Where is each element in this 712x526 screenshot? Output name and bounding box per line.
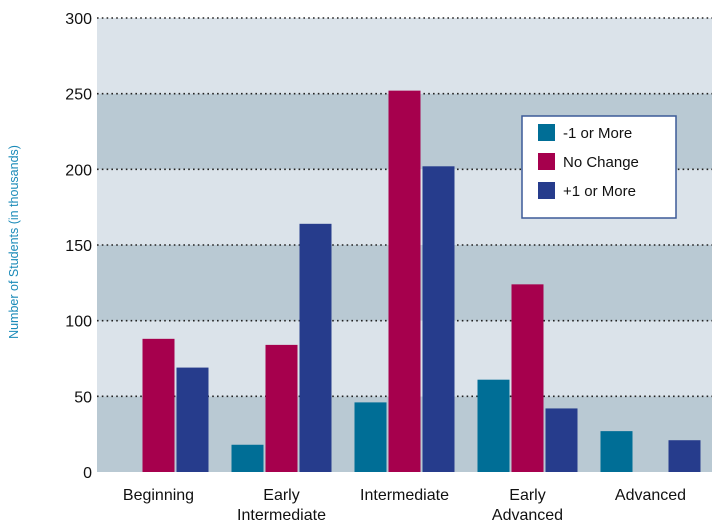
bar [545, 408, 578, 472]
legend-label: No Change [563, 154, 639, 171]
x-category-label: Advanced [615, 487, 686, 504]
bar [231, 444, 264, 472]
legend-label: +1 or More [563, 183, 636, 200]
legend: -1 or More No Change +1 or More [521, 115, 677, 219]
y-tick-label: 200 [65, 162, 92, 179]
legend-label: -1 or More [563, 125, 632, 142]
bar [422, 166, 455, 472]
x-category-label: Early Advanced [492, 487, 563, 524]
legend-swatch [538, 124, 555, 141]
x-category-label: Early Intermediate [237, 487, 326, 524]
bar [511, 284, 544, 472]
y-axis-ticks: 0 50 100 150 200 250 300 [65, 11, 92, 482]
legend-swatch [538, 182, 555, 199]
y-tick-label: 150 [65, 238, 92, 255]
bar [299, 223, 332, 472]
bar [176, 367, 209, 472]
bar [388, 90, 421, 472]
bar [265, 344, 298, 472]
bars [142, 90, 701, 472]
x-category-label: Intermediate [360, 487, 449, 504]
y-tick-label: 250 [65, 87, 92, 104]
x-axis-categories: Beginning Early Intermediate Intermediate Ea… [123, 487, 686, 524]
bar [668, 440, 701, 472]
y-tick-label: 100 [65, 314, 92, 331]
bar [600, 431, 633, 472]
y-tick-label: 300 [65, 11, 92, 28]
y-tick-label: 0 [83, 465, 92, 482]
x-category-label: Beginning [123, 487, 194, 504]
bar [477, 379, 510, 472]
y-axis-label: Number of Students (in thousands) [7, 145, 21, 339]
bar [354, 402, 387, 472]
background-band [97, 18, 712, 94]
legend-swatch [538, 153, 555, 170]
bar [142, 338, 175, 472]
y-tick-label: 50 [74, 389, 92, 406]
